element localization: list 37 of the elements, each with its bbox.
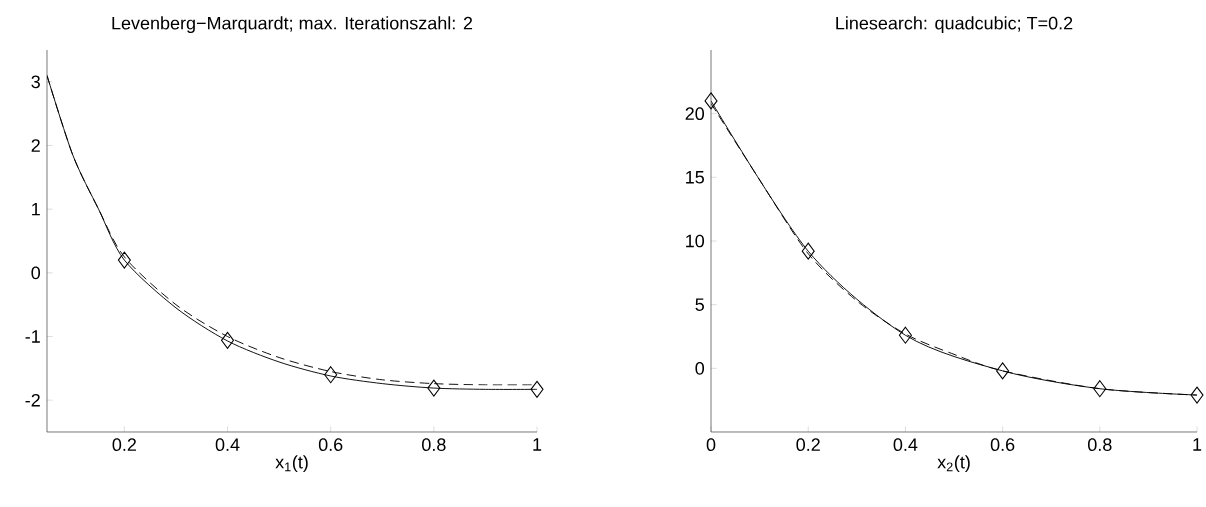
y-tick-label: 3 <box>31 75 40 89</box>
x-tick-label: 0.4 <box>215 438 240 451</box>
y-tick-label: -2 <box>25 393 40 407</box>
x-tick-label: 1 <box>1193 438 1202 451</box>
point <box>427 379 441 397</box>
x-axis-title: x$_{2}$(t) <box>937 455 970 473</box>
point <box>1093 380 1107 398</box>
y-tick-label: 5 <box>695 298 704 311</box>
y-tick-label: 0 <box>695 361 705 375</box>
point <box>530 380 544 398</box>
x-axis-title: x$_{1}$(t) <box>275 455 308 473</box>
point <box>1190 386 1204 404</box>
x-tick-label: 0.8 <box>422 438 446 451</box>
point <box>324 366 338 384</box>
x-tick-label: 1 <box>533 438 542 451</box>
point <box>117 251 131 269</box>
point <box>898 326 912 344</box>
x-tick-label: 0.2 <box>112 438 136 451</box>
y-tick-label: 15 <box>686 171 704 184</box>
y-tick-label: 1 <box>32 202 40 216</box>
chart-title: Linesearch: quadcubic; T=0.2 <box>836 16 1073 34</box>
y-tick-label: 2 <box>31 139 40 152</box>
chart-title: Levenberg−Marquardt; max. Iterationszahl: 2 <box>112 16 473 34</box>
x-tick-label: 0.6 <box>318 438 343 451</box>
y-tick-label: 0 <box>31 266 41 280</box>
x-tick-label: 0.2 <box>796 438 820 451</box>
y-tick-label: -1 <box>25 330 40 343</box>
point <box>704 92 718 110</box>
x-tick-label: 0.6 <box>990 438 1015 451</box>
x-tick-label: 0.4 <box>893 438 918 451</box>
x-tick-label: 0.8 <box>1088 438 1112 451</box>
point <box>801 242 815 260</box>
x-tick-label: 0 <box>706 438 716 451</box>
y-tick-label: 10 <box>686 234 705 248</box>
point <box>220 331 235 349</box>
point <box>996 362 1010 380</box>
y-tick-label: 20 <box>685 107 705 121</box>
